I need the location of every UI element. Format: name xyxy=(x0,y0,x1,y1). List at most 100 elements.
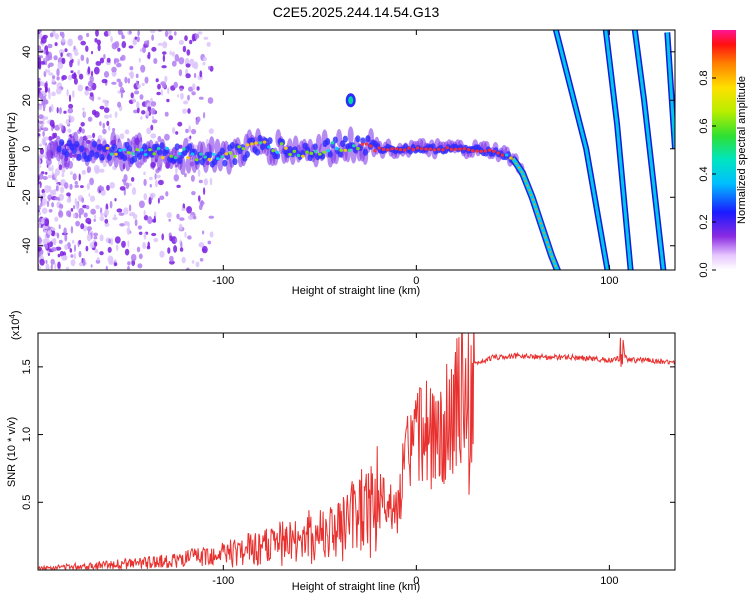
noise-point xyxy=(171,51,175,57)
noise-point xyxy=(38,224,42,228)
colorbar-label: Normalized spectral amplitude xyxy=(736,76,748,224)
noise-point xyxy=(86,57,89,65)
snr-x-axis-title: Height of straight line (km) xyxy=(292,581,420,593)
noise-point xyxy=(71,58,74,64)
noise-point xyxy=(38,35,42,39)
spectrogram-y-ticks: -40 -20 0 20 40 xyxy=(21,46,675,254)
band-peak xyxy=(445,146,450,150)
noise-point xyxy=(120,91,123,99)
noise-point xyxy=(124,76,128,84)
noise-point xyxy=(171,60,177,67)
band-peak xyxy=(199,152,203,156)
noise-point xyxy=(85,205,90,210)
band-peak xyxy=(288,152,292,157)
noise-point xyxy=(50,227,56,231)
band-peak xyxy=(156,147,161,151)
noise-point xyxy=(38,204,41,211)
noise-point xyxy=(117,47,121,52)
noise-point xyxy=(47,43,53,49)
y-tick-label: 0.5 xyxy=(21,495,33,510)
noise-point xyxy=(189,58,195,66)
noise-point xyxy=(137,225,143,230)
band-core xyxy=(259,143,266,151)
noise-point xyxy=(73,45,76,50)
band-peak xyxy=(428,147,433,151)
noise-point xyxy=(78,126,82,132)
noise-point xyxy=(178,57,185,65)
band-peak xyxy=(139,148,144,152)
noise-point xyxy=(107,30,111,37)
snr-x-ticks: -100 0 100 xyxy=(212,333,619,587)
noise-point xyxy=(108,238,112,244)
noise-point xyxy=(44,218,49,227)
noise-point xyxy=(72,239,75,244)
noise-point xyxy=(61,38,66,43)
noise-point xyxy=(99,185,103,191)
noise-point xyxy=(196,86,200,91)
band-peak xyxy=(254,141,258,145)
noise-point xyxy=(56,107,59,114)
noise-point xyxy=(109,200,113,209)
noise-point xyxy=(153,237,159,243)
band-peak xyxy=(466,148,471,152)
band-peak xyxy=(109,152,114,156)
noise-point xyxy=(169,255,174,262)
noise-point xyxy=(168,218,171,222)
noise-point xyxy=(45,50,49,56)
noise-point xyxy=(38,114,44,120)
band-peak xyxy=(326,149,331,153)
noise-point xyxy=(208,128,214,135)
noise-point xyxy=(72,173,77,181)
noise-point xyxy=(150,108,156,115)
noise-point xyxy=(110,237,114,246)
noise-point xyxy=(71,73,77,80)
noise-point xyxy=(80,185,84,189)
noise-point xyxy=(161,233,164,241)
noise-point xyxy=(180,92,184,100)
band-core xyxy=(56,145,62,153)
noise-point xyxy=(60,52,63,58)
band-core xyxy=(159,142,165,150)
noise-point xyxy=(138,253,143,260)
noise-point xyxy=(65,119,70,125)
noise-point xyxy=(107,246,112,253)
noise-point xyxy=(78,173,81,181)
noise-point xyxy=(58,224,61,229)
band-peak xyxy=(211,152,216,156)
noise-point xyxy=(51,164,54,172)
noise-point xyxy=(116,208,123,213)
band-peak xyxy=(258,141,263,145)
noise-point xyxy=(55,246,62,251)
band-core xyxy=(355,135,361,143)
noise-point xyxy=(113,58,117,65)
noise-point xyxy=(191,33,195,42)
noise-point xyxy=(86,183,91,190)
noise-point xyxy=(138,200,145,209)
noise-point xyxy=(139,48,143,52)
band-peak xyxy=(301,154,305,158)
noise-point xyxy=(59,107,62,115)
noise-point xyxy=(56,68,60,77)
noise-point xyxy=(198,242,205,248)
band-halo xyxy=(208,136,215,155)
band-peak xyxy=(152,152,156,156)
noise-point xyxy=(192,216,197,220)
noise-point xyxy=(48,72,54,76)
band-core xyxy=(131,155,138,163)
noise-point xyxy=(139,94,144,100)
noise-point xyxy=(198,96,204,100)
noise-point xyxy=(42,153,46,158)
band-peak xyxy=(394,147,399,151)
noise-point xyxy=(51,202,54,208)
band-peak xyxy=(449,147,454,151)
noise-point xyxy=(183,100,189,105)
band-peak xyxy=(220,155,224,159)
noise-point xyxy=(48,62,54,67)
band-core xyxy=(64,150,70,158)
noise-point xyxy=(48,106,52,113)
noise-point xyxy=(64,48,68,53)
band-core xyxy=(362,148,368,156)
noise-point xyxy=(68,94,72,103)
colorbar-tick-label: 0.8 xyxy=(698,70,710,85)
noise-point xyxy=(199,258,204,262)
